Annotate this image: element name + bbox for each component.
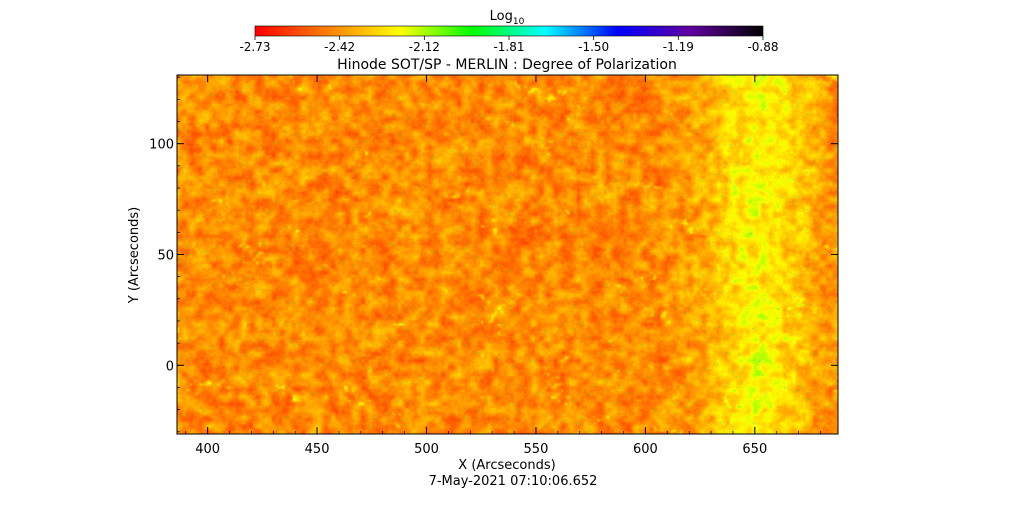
x-axis: 400 450 500 550 600 650 (185, 75, 821, 457)
y-tick-label: 100 (149, 138, 174, 153)
colorbar-tick-label: -1.50 (578, 40, 609, 54)
y-axis-label: Y (Arcseconds) (127, 207, 142, 304)
colorbar-label: Log10 (490, 9, 525, 27)
x-axis-label: X (Arcseconds) (458, 458, 555, 473)
colorbar: Log10 -2.73 -2.42 -2.12 -1.81 -1.50 -1.19 -0.8… (239, 9, 778, 54)
chart-title: Hinode SOT/SP - MERLIN : Degree of Polar… (337, 57, 677, 73)
colorbar-tick-label: -2.12 (409, 40, 440, 54)
x-tick-label: 600 (633, 442, 658, 457)
timestamp: 7-May-2021 07:10:06.652 (429, 474, 598, 489)
heatmap-area (177, 75, 838, 434)
x-tick-label: 650 (742, 442, 767, 457)
x-tick-label: 400 (195, 442, 220, 457)
x-tick-label: 550 (524, 442, 549, 457)
x-tick-label: 450 (305, 442, 330, 457)
y-axis: 0 50 100 (149, 76, 838, 433)
x-tick-label: 500 (414, 442, 439, 457)
colorbar-gradient (254, 25, 764, 37)
colorbar-label-subscript: 10 (513, 17, 525, 27)
y-tick-label: 50 (157, 249, 174, 264)
colorbar-tick-label: -1.19 (663, 40, 694, 54)
colorbar-tick-label: -1.81 (493, 40, 524, 54)
colorbar-tick-label: -0.88 (747, 40, 778, 54)
colorbar-tick-label: -2.73 (239, 40, 270, 54)
polarization-heatmap (177, 75, 838, 434)
colorbar-tick-label: -2.42 (324, 40, 355, 54)
colorbar-ticks: -2.73 -2.42 -2.12 -1.81 -1.50 -1.19 -0.88 (239, 36, 779, 54)
y-tick-label: 0 (166, 359, 174, 374)
